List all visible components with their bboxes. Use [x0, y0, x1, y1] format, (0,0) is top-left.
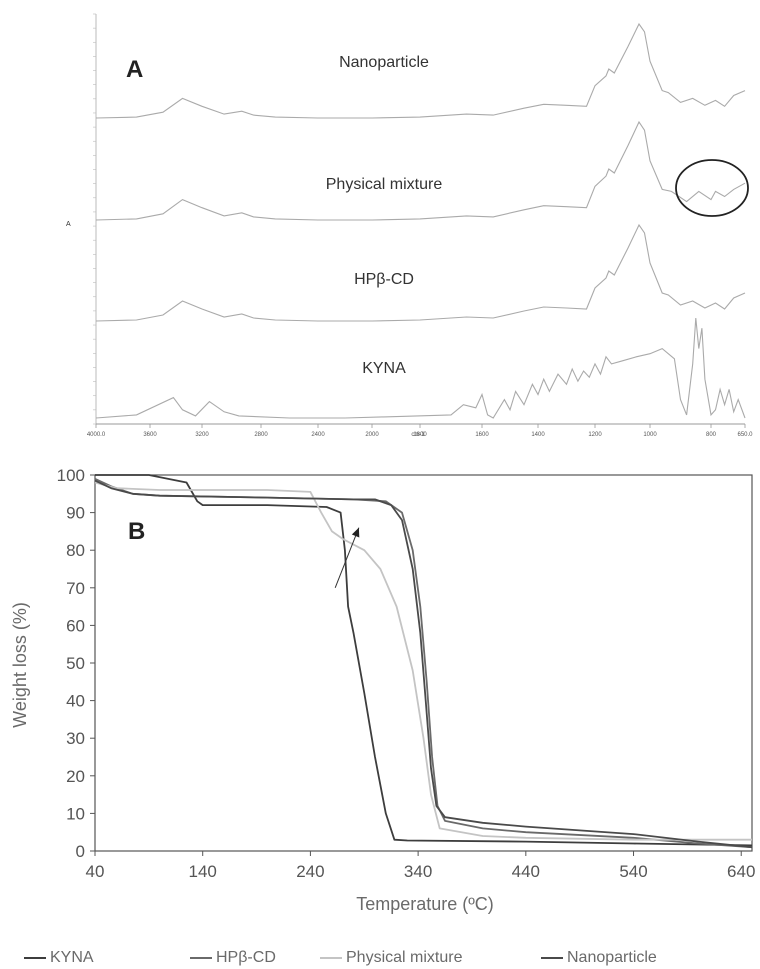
tga-y-tick-label: 80: [66, 541, 85, 560]
ftir-x-tick-label: 2800: [254, 432, 268, 438]
tga-legend: KYNA HPβ-CD Physical mixture Nanoparticle: [0, 948, 760, 968]
tga-y-tick-label: 40: [66, 692, 85, 711]
ftir-x-tick-label: 1600: [475, 432, 489, 438]
ftir-x-tick-label: 800: [706, 432, 717, 438]
ftir-x-axis-label: cm-1: [411, 432, 425, 438]
ftir-x-tick-label: 3600: [143, 432, 157, 438]
tga-line-kyna: [95, 474, 753, 847]
ftir-x-tick-label: 1000: [643, 432, 657, 438]
ftir-x-tick-label: 2400: [311, 432, 325, 438]
ftir-x-ticks: 4000.0 3600 3200 2800 2400 2000 1800 1600 1400 12…: [87, 424, 753, 438]
ftir-x-tick-label: 1800: [413, 432, 427, 438]
legend-label: KYNA: [50, 949, 94, 966]
legend-label: Physical mixture: [346, 949, 463, 966]
tga-series: [94, 474, 753, 849]
ftir-series-label-hp-cd: HPβ-CD: [354, 271, 414, 288]
ftir-line-hp-cd: [95, 223, 746, 322]
tga-y-tick-label: 70: [66, 579, 85, 598]
annotation-arrow: [334, 527, 360, 588]
legend-label: HPβ-CD: [216, 949, 276, 966]
tga-y-tick-label: 50: [66, 654, 85, 673]
legend-label: Nanoparticle: [567, 949, 657, 966]
ftir-x-tick-label: 4000.0: [87, 432, 106, 438]
ftir-series-label-kyna: KYNA: [362, 360, 406, 377]
tga-x-tick-label: 540: [619, 862, 647, 881]
ftir-x-tick-label: 650.0: [737, 432, 753, 438]
tga-x-tick-label: 340: [404, 862, 432, 881]
legend-swatch: [320, 957, 342, 959]
ftir-x-tick-label: 1400: [531, 432, 545, 438]
legend-item-nanoparticle: Nanoparticle: [541, 948, 657, 968]
tga-axes: 0 10 20 30 40 50 60 70 80 90 100 40 140 240 340 440 540 6…: [57, 466, 756, 881]
tga-y-tick-label: 20: [66, 767, 85, 786]
tga-y-tick-label: 90: [66, 504, 85, 523]
tga-y-tick-label: 100: [57, 466, 85, 485]
tga-x-tick-label: 40: [86, 862, 105, 881]
panel-label-b: B: [128, 518, 145, 545]
legend-swatch: [541, 957, 563, 959]
tga-y-tick-label: 60: [66, 616, 85, 635]
legend-item-hp-cd: HPβ-CD: [190, 948, 276, 968]
tga-chart: 0 10 20 30 40 50 60 70 80 90 100 40 140 240 340 440 540 6…: [10, 466, 756, 914]
ftir-x-tick-label: 1200: [588, 432, 602, 438]
legend-item-kyna: KYNA: [24, 948, 94, 968]
tga-y-axis-label: Weight loss (%): [10, 602, 30, 728]
tga-y-tick-label: 0: [76, 842, 85, 861]
ftir-series-label-physical-mixture: Physical mixture: [326, 176, 443, 193]
legend-swatch: [190, 957, 212, 959]
ftir-spectra-chart: 4000.0 3600 3200 2800 2400 2000 1800 1600 1400 12…: [66, 13, 753, 438]
legend-item-physical-mixture: Physical mixture: [320, 948, 462, 968]
tga-x-tick-label: 240: [296, 862, 324, 881]
highlight-circle: [675, 159, 749, 217]
tga-line-physical-mixture: [94, 481, 752, 841]
ftir-x-tick-label: 2000: [365, 432, 379, 438]
ftir-line-physical-mixture: [95, 120, 746, 221]
ftir-x-tick-label: 3200: [195, 432, 209, 438]
ftir-series-label-nanoparticle: Nanoparticle: [339, 54, 429, 71]
tga-line-nanoparticle: [94, 479, 753, 849]
tga-x-tick-label: 440: [512, 862, 540, 881]
annotation-arrow-head: [351, 527, 360, 538]
tga-x-tick-label: 140: [189, 862, 217, 881]
tga-y-tick-label: 30: [66, 729, 85, 748]
ftir-line-kyna: [95, 317, 746, 419]
tga-y-tick-label: 10: [66, 804, 85, 823]
panel-label-a: A: [126, 56, 143, 83]
ftir-line-nanoparticle: [95, 22, 746, 119]
tga-x-axis-label: Temperature (ºC): [356, 894, 494, 914]
ftir-frame: [93, 13, 745, 425]
ftir-y-axis-label: A: [66, 221, 71, 228]
ftir-series: Nanoparticle Physical mixture HPβ-CD KYNA: [95, 22, 746, 419]
annotation-arrow-shaft: [334, 527, 360, 588]
tga-x-tick-label: 640: [727, 862, 755, 881]
legend-swatch: [24, 957, 46, 959]
